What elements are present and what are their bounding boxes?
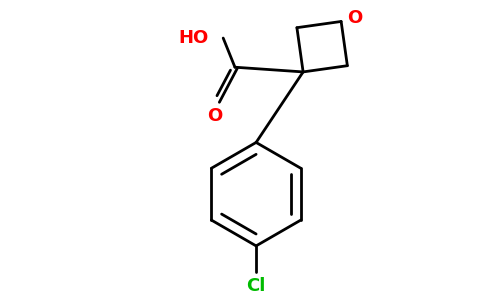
Text: HO: HO	[178, 29, 208, 47]
Text: O: O	[347, 9, 363, 27]
Text: O: O	[207, 107, 222, 125]
Text: Cl: Cl	[246, 278, 266, 296]
